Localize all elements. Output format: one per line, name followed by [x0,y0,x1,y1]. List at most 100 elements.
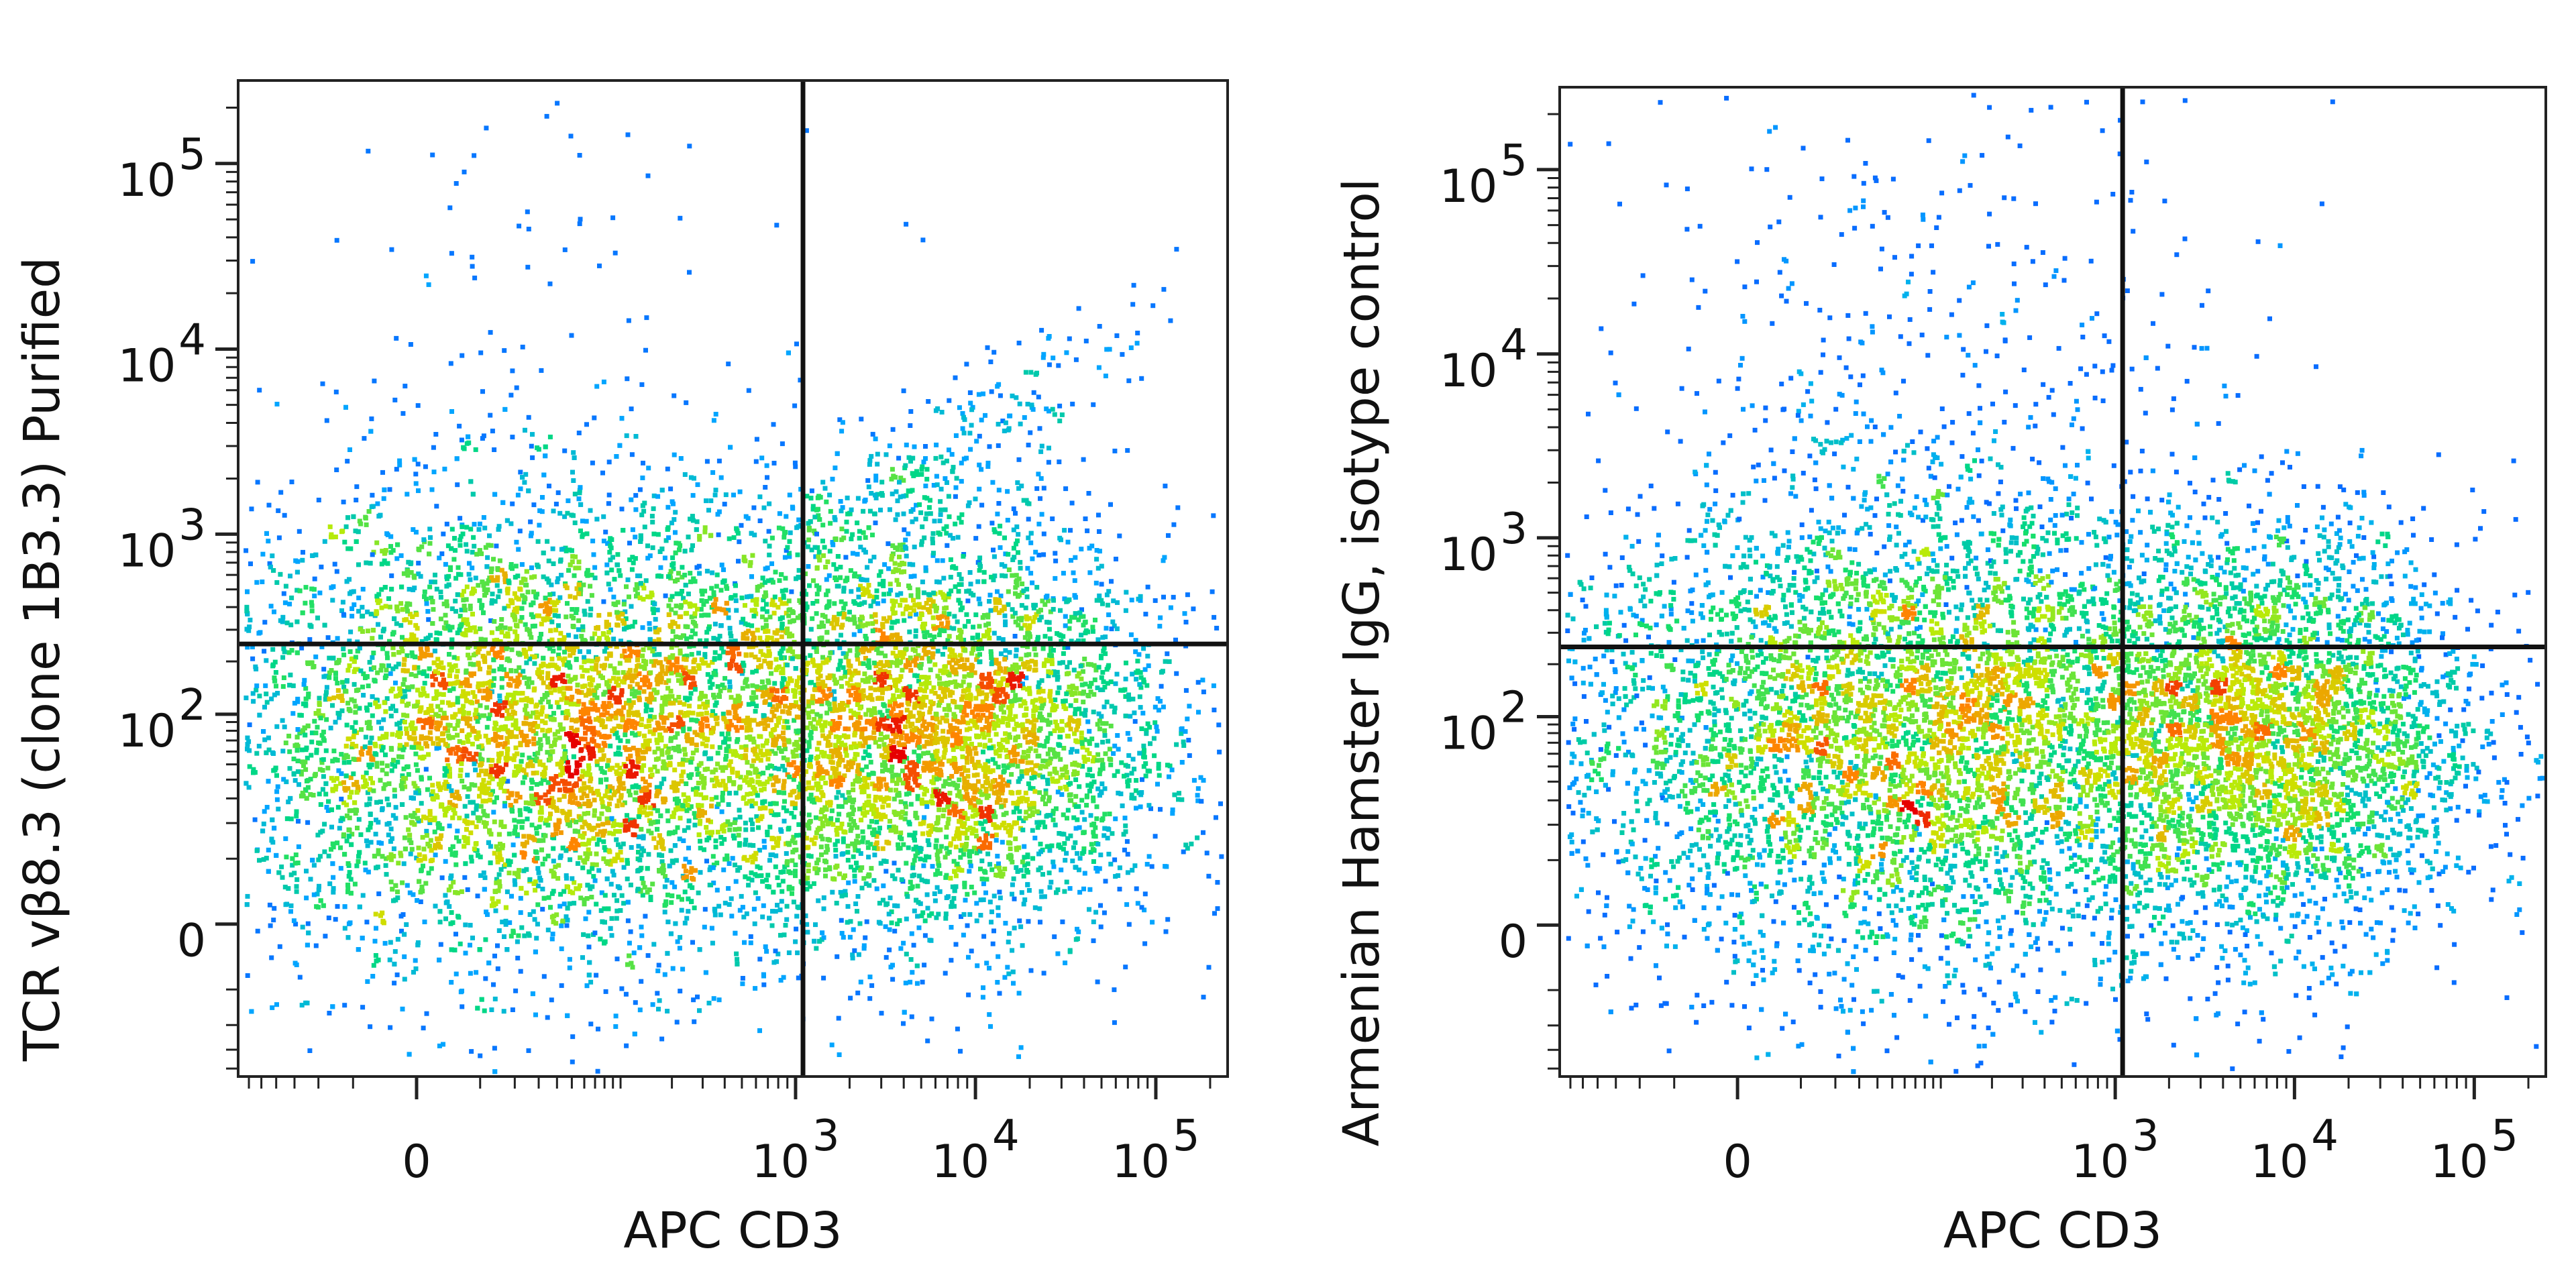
event-dot [345,667,351,673]
event-dot [392,949,398,954]
event-dot [527,801,533,806]
event-dot [755,722,761,727]
event-dot [345,546,351,551]
event-dot [295,699,301,704]
event-dot [576,627,581,632]
event-dot [577,883,582,888]
event-dot [410,814,415,820]
event-dot [601,599,606,604]
event-dot [494,708,498,714]
event-dot [677,946,682,951]
event-dot [453,575,459,581]
event-dot [633,790,639,795]
event-dot [754,704,759,708]
event-dot [792,718,797,723]
event-dot [588,979,594,985]
event-dot [368,820,374,826]
event-dot [755,779,761,785]
event-dot [810,709,815,714]
event-dot [592,878,598,883]
event-dot [439,551,445,557]
event-dot [609,816,614,821]
event-dot [1134,886,1139,891]
event-dot [521,720,527,726]
event-dot [635,681,640,687]
event-dot [458,773,463,779]
event-dot [351,734,356,740]
event-dot [515,492,521,498]
event-dot [319,760,325,765]
event-dot [559,946,564,952]
event-dot [354,484,360,490]
event-dot [568,795,573,800]
event-dot [376,851,381,857]
event-dot [509,647,515,653]
event-dot [245,742,250,747]
event-dot [489,600,494,606]
event-dot [621,670,626,675]
event-dot [504,947,510,952]
event-dot [735,728,740,733]
event-dot [591,836,596,841]
event-dot [402,677,407,682]
event-dot [245,893,250,899]
event-dot [776,720,781,725]
event-dot [680,574,685,580]
event-dot [257,858,262,863]
event-dot [734,608,739,613]
event-dot [549,582,554,588]
event-dot [317,590,323,596]
event-dot [747,644,752,649]
event-dot [724,753,729,759]
event-dot [559,779,565,784]
event-dot [289,595,294,600]
event-dot [658,671,663,677]
event-dot [756,665,761,670]
event-dot [517,672,523,677]
event-dot [808,755,814,759]
event-dot [506,604,511,609]
event-dot [611,818,616,824]
event-dot [535,751,541,756]
event-dot [356,562,361,567]
event-dot [640,476,645,480]
event-dot [415,768,420,773]
event-dot [413,481,419,486]
event-dot [814,592,820,597]
event-dot [859,865,865,871]
event-dot [486,757,492,763]
event-dot [792,694,798,699]
event-dot [641,689,647,694]
event-dot [763,944,768,949]
event-dot [641,749,646,755]
event-dot [512,610,517,614]
event-dot [266,747,272,753]
event-dot [484,590,489,596]
event-dot [710,777,715,783]
event-dot [619,893,625,898]
event-dot [331,889,336,895]
event-dot [370,713,375,718]
event-dot [655,532,661,537]
event-dot [582,897,587,902]
event-dot [345,700,351,706]
event-dot [565,812,570,817]
event-dot [640,677,645,682]
event-dot [667,597,673,602]
event-dot [625,918,631,924]
event-dot [508,668,514,673]
event-dot [266,847,271,852]
event-dot [916,678,921,683]
event-dot [725,650,731,655]
event-dot [523,707,528,712]
event-dot [280,655,286,660]
event-dot [421,863,425,869]
event-dot [688,579,693,584]
event-dot [577,776,582,781]
event-dot [782,742,787,747]
event-dot [689,717,694,722]
event-dot [294,889,299,894]
event-dot [448,921,453,926]
event-dot [717,653,722,659]
event-dot [518,969,523,974]
